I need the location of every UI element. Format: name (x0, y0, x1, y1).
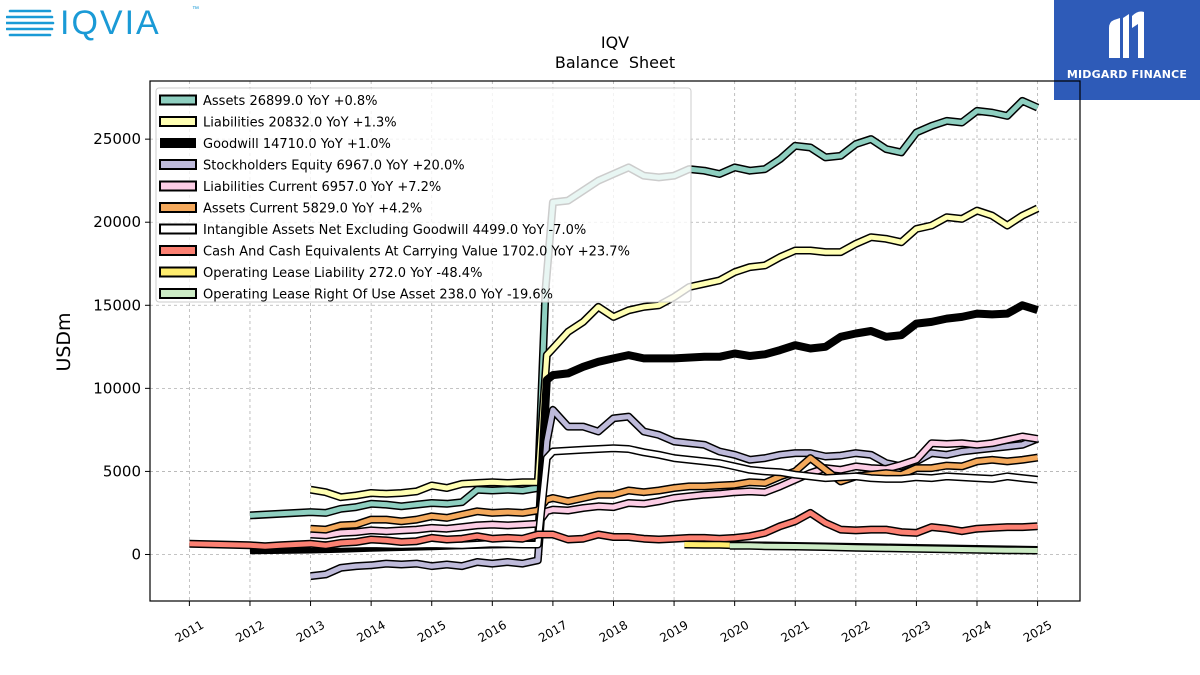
x-tick-label: 2020 (718, 618, 751, 645)
y-tick-label: 20000 (93, 213, 141, 231)
midgard-finance-logo: MIDGARD FINANCE (1054, 0, 1200, 100)
legend-item: Assets 26899.0 YoY +0.8% (159, 94, 378, 109)
series-line (189, 510, 1038, 549)
midgard-mark-icon (1109, 11, 1144, 58)
x-tick-label: 2024 (960, 618, 993, 645)
legend-swatch (159, 288, 197, 299)
series-6 (310, 444, 1039, 550)
legend-swatch (159, 94, 197, 106)
legend-label: Stockholders Equity 6967.0 YoY +20.0% (203, 159, 465, 174)
x-tick-label: 2014 (354, 618, 387, 645)
legend-swatch (159, 180, 197, 192)
legend-swatch (159, 223, 197, 235)
plot-frame (149, 80, 1081, 602)
legend-item: Operating Lease Right Of Use Asset 238.0… (159, 288, 553, 303)
x-tick-label: 2012 (233, 618, 266, 645)
y-tick-label: 0 (131, 545, 141, 563)
legend-label: Operating Lease Right Of Use Asset 238.0… (203, 288, 553, 303)
y-axis-label: USDm (53, 312, 75, 371)
x-tick-label: 2019 (657, 618, 690, 645)
x-tick-label: 2023 (900, 618, 933, 645)
legend-swatch (159, 266, 197, 278)
legend-label: Cash And Cash Equivalents At Carrying Va… (203, 245, 630, 260)
legend-label: Intangible Assets Net Excluding Goodwill… (203, 223, 586, 238)
x-axis: 2011 2012 2013 2014 2015 2016 2017 2018 2019 2020… (173, 601, 1054, 645)
series-9 (729, 541, 1038, 555)
legend-label: Operating Lease Liability 272.0 YoY -48.… (203, 266, 482, 281)
legend-swatch (159, 116, 197, 127)
legend-item: Goodwill 14710.0 YoY +1.0% (160, 137, 391, 152)
midgard-finance-logo-text: MIDGARD FINANCE (1066, 68, 1188, 81)
series-line (310, 445, 1038, 548)
iqvia-logo-mark-icon (6, 9, 55, 37)
legend-label: Goodwill 14710.0 YoY +1.0% (203, 137, 391, 152)
x-tick-label: 2016 (476, 618, 509, 645)
x-tick-label: 2015 (415, 618, 448, 645)
iqvia-logo: IQVIA ™ (6, 4, 199, 42)
legend-label: Assets Current 5829.0 YoY +4.2% (203, 202, 422, 217)
legend-box (155, 87, 692, 303)
series-line (310, 434, 1038, 538)
x-tick-label: 2017 (536, 618, 569, 645)
y-tick-label: 5000 (103, 462, 141, 480)
chart-title: IQV (601, 33, 629, 52)
chart-subtitle: Balance Sheet (555, 53, 675, 72)
legend-label: Liabilities Current 6957.0 YoY +7.2% (203, 180, 441, 195)
series-4 (310, 432, 1039, 540)
x-tick-label: 2011 (173, 618, 206, 645)
legend-item: Liabilities 20832.0 YoY +1.3% (159, 116, 397, 131)
legend-item: Assets Current 5829.0 YoY +4.2% (159, 202, 422, 217)
y-axis: 0 5000 10000 15000 20000 25000 (93, 130, 150, 563)
legend-item: Cash And Cash Equivalents At Carrying Va… (159, 245, 630, 260)
y-tick-label: 25000 (93, 130, 141, 148)
series-5 (310, 453, 1039, 534)
legend-swatch (159, 202, 197, 213)
x-tick-label: 2021 (779, 618, 812, 645)
series-line (729, 543, 1038, 553)
legend-label: Liabilities 20832.0 YoY +1.3% (203, 116, 397, 131)
legend-swatch (160, 138, 196, 148)
x-tick-label: 2022 (839, 618, 872, 645)
legend-item: Operating Lease Liability 272.0 YoY -48.… (159, 266, 482, 281)
legend-item: Liabilities Current 6957.0 YoY +7.2% (159, 180, 441, 195)
legend: Assets 26899.0 YoY +0.8% Liabilities 2083… (155, 87, 692, 303)
legend-swatch (159, 245, 197, 256)
y-tick-label: 15000 (93, 296, 141, 314)
legend-swatch (159, 159, 197, 170)
legend-label: Assets 26899.0 YoY +0.8% (203, 94, 378, 109)
x-tick-label: 2025 (1021, 618, 1054, 645)
iqvia-logo-text: IQVIA (60, 4, 161, 42)
iqvia-logo-tm: ™ (192, 6, 199, 13)
legend-item: Intangible Assets Net Excluding Goodwill… (159, 223, 586, 238)
x-tick-label: 2018 (597, 618, 630, 645)
legend-item: Stockholders Equity 6967.0 YoY +20.0% (159, 159, 465, 174)
y-tick-label: 10000 (93, 379, 141, 397)
series-line (310, 455, 1038, 533)
series-7 (189, 508, 1038, 551)
x-tick-label: 2013 (294, 618, 327, 645)
